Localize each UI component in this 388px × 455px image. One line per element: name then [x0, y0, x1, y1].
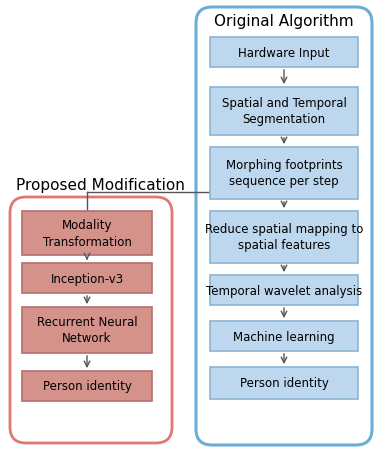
FancyBboxPatch shape	[22, 307, 152, 353]
Text: Hardware Input: Hardware Input	[238, 46, 330, 59]
Text: Proposed Modification: Proposed Modification	[16, 177, 185, 192]
FancyBboxPatch shape	[210, 88, 358, 136]
FancyBboxPatch shape	[210, 367, 358, 399]
Text: Person identity: Person identity	[43, 379, 132, 393]
Text: Spatial and Temporal
Segmentation: Spatial and Temporal Segmentation	[222, 97, 346, 126]
Text: Temporal wavelet analysis: Temporal wavelet analysis	[206, 284, 362, 297]
FancyBboxPatch shape	[210, 148, 358, 200]
FancyBboxPatch shape	[210, 275, 358, 305]
Text: Reduce spatial mapping to
spatial features: Reduce spatial mapping to spatial featur…	[205, 223, 363, 252]
Text: Inception-v3: Inception-v3	[50, 272, 123, 285]
FancyBboxPatch shape	[210, 212, 358, 263]
Text: Person identity: Person identity	[239, 377, 328, 389]
Text: Original Algorithm: Original Algorithm	[214, 14, 354, 29]
Text: Modality
Transformation: Modality Transformation	[43, 219, 132, 248]
Text: Machine learning: Machine learning	[233, 330, 335, 343]
FancyBboxPatch shape	[22, 263, 152, 293]
Text: Morphing footprints
sequence per step: Morphing footprints sequence per step	[226, 159, 342, 188]
Text: Recurrent Neural
Network: Recurrent Neural Network	[37, 316, 137, 345]
FancyBboxPatch shape	[210, 321, 358, 351]
FancyBboxPatch shape	[210, 38, 358, 68]
FancyBboxPatch shape	[22, 371, 152, 401]
FancyBboxPatch shape	[22, 212, 152, 255]
